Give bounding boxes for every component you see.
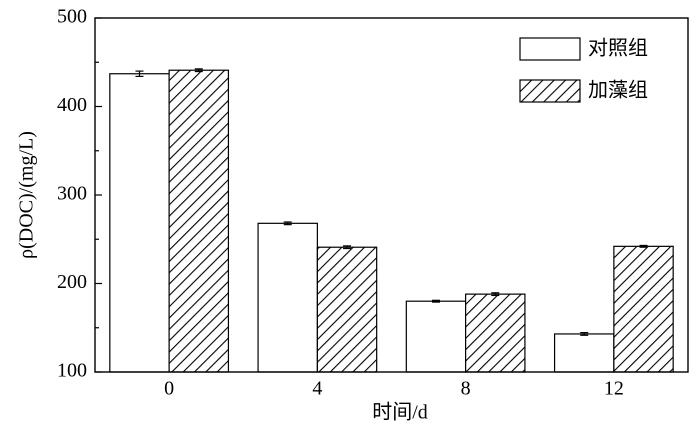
bar	[465, 293, 526, 373]
y-tick-label: 500	[57, 6, 87, 28]
bar	[405, 300, 467, 373]
x-tick-label: 4	[312, 378, 322, 400]
y-axis-label: ρ(DOC)/(mg/L)	[16, 131, 38, 259]
bar	[613, 245, 674, 373]
y-tick-label: 100	[57, 360, 87, 382]
error-bar	[639, 244, 648, 248]
bar	[316, 246, 378, 373]
error-bar	[580, 332, 589, 336]
error-bar	[343, 245, 352, 250]
error-bar	[491, 292, 500, 297]
x-tick-label: 0	[164, 378, 174, 400]
bar	[109, 73, 170, 373]
bar	[257, 222, 318, 373]
error-bar	[283, 221, 292, 226]
legend-swatch	[519, 79, 581, 103]
x-axis-label: 时间/d	[372, 401, 428, 424]
plot-frame	[94, 17, 689, 373]
error-bar	[194, 68, 203, 73]
y-tick-label: 400	[57, 94, 87, 116]
y-tick-label: 200	[57, 271, 87, 293]
legend-label: 对照组	[588, 37, 648, 60]
x-tick-label: 8	[461, 378, 471, 400]
bar	[553, 333, 615, 373]
x-tick-label: 12	[604, 378, 624, 400]
legend-label: 加藻组	[588, 79, 648, 102]
y-tick-label: 300	[57, 183, 87, 205]
error-bar	[431, 299, 440, 303]
legend-swatch	[519, 37, 581, 61]
bar	[168, 69, 230, 373]
error-bar	[135, 70, 144, 78]
